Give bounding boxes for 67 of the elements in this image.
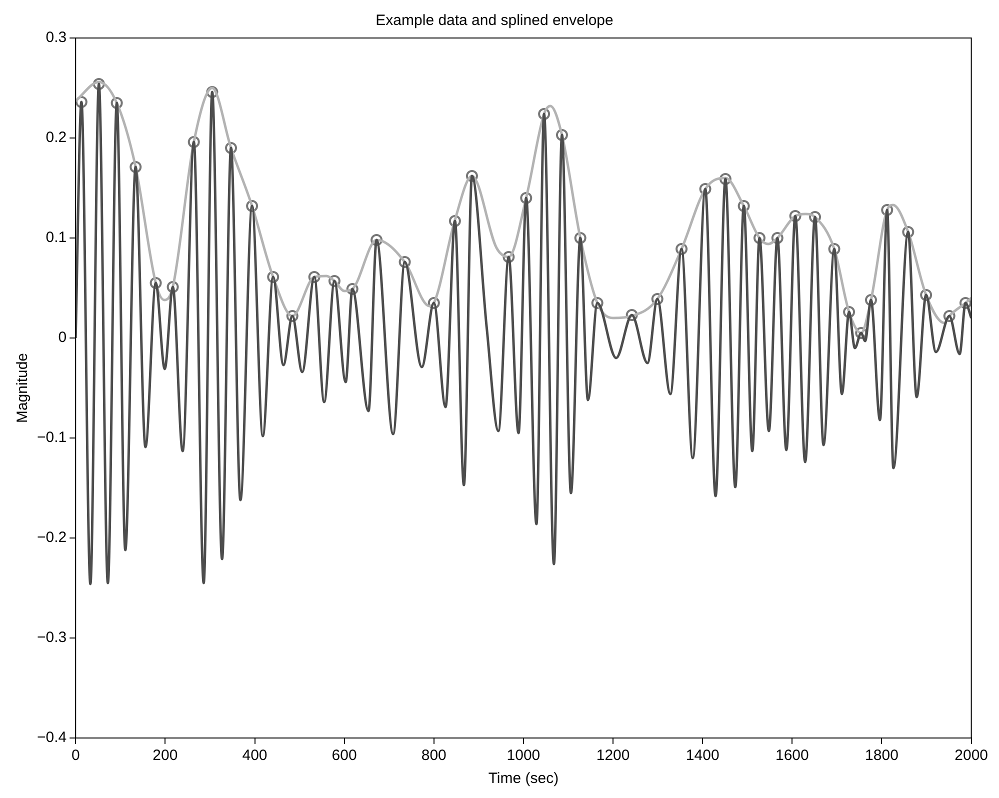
x-tick-label: 2000 [954,747,988,764]
y-tick-label: −0.3 [36,629,67,646]
x-tick-label: 1800 [865,747,898,764]
y-tick-label: −0.2 [36,529,67,546]
y-tick-label: 0 [58,329,67,346]
point [398,256,411,268]
x-tick-label: 1200 [596,747,630,764]
point [76,96,88,108]
point [943,310,956,322]
point [771,232,784,244]
point [828,243,840,255]
point [651,293,664,305]
x-tick-label: 1600 [775,747,809,764]
point [809,211,822,223]
point [738,200,750,212]
point [556,129,568,141]
x-tick-label: 600 [332,747,357,764]
point [959,297,972,309]
point [789,210,802,222]
point [308,271,320,283]
point [246,200,258,212]
point [267,271,280,283]
y-tick-label: −0.4 [36,729,67,746]
y-tick-label: 0.2 [46,129,67,146]
x-tick-label: 1400 [686,747,720,764]
point [591,297,604,309]
point [538,108,550,120]
point [150,277,162,289]
point [428,297,440,309]
y-tick-label: 0.3 [46,29,67,46]
point [92,78,105,90]
x-tick-label: 200 [152,747,178,764]
point [920,289,932,301]
point [328,275,340,287]
y-axis-title: Magnitude [14,352,32,424]
x-tick-label: 0 [71,747,80,764]
chart-title: Example data and splined envelope [376,12,614,30]
point [676,243,688,255]
point [206,86,218,98]
point [699,183,712,195]
point [520,192,532,204]
point [110,97,123,109]
point [574,232,586,244]
point [370,234,383,246]
point [855,327,868,339]
point [843,306,856,318]
point [719,173,732,185]
point [346,283,358,295]
point [902,226,914,238]
point [864,294,877,306]
point [130,161,142,173]
point [225,142,238,154]
point [881,204,894,216]
point [448,215,461,227]
point [286,310,298,322]
y-tick-label: −0.1 [36,429,67,446]
x-axis-title: Time (sec) [488,770,559,788]
point [166,281,179,293]
x-tick-label: 400 [242,747,268,764]
y-tick-label: 0.1 [46,229,67,246]
point [466,170,478,182]
point [753,232,766,244]
x-tick-label: 1000 [506,747,540,764]
point [626,309,638,321]
x-tick-label: 800 [421,747,446,764]
point [502,251,515,263]
point [188,136,200,148]
